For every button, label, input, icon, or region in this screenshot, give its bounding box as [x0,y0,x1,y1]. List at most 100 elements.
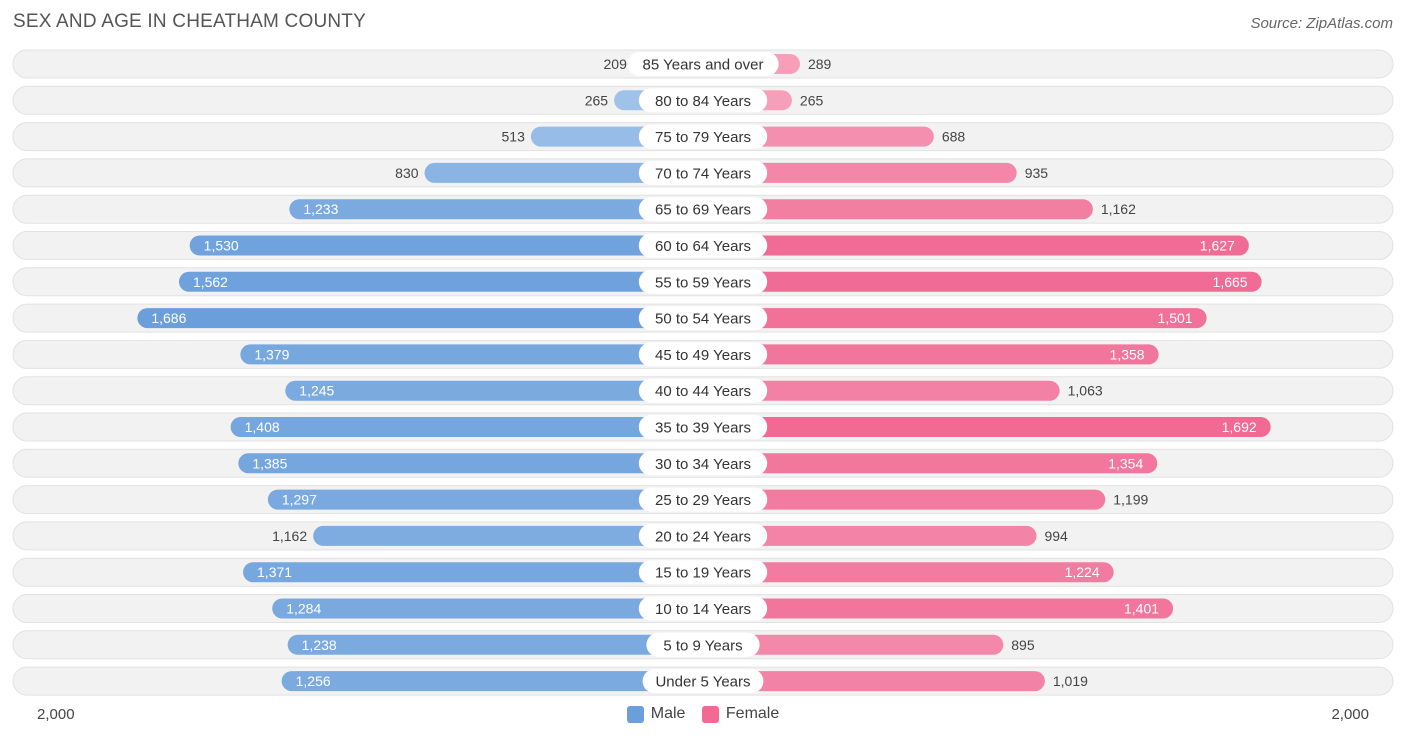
male-value-label: 1,371 [257,564,292,580]
female-bar [693,199,1093,220]
category-pill [638,269,768,294]
male-bar [281,671,713,692]
female-bar [693,344,1159,365]
axis-label-right: 2,000 [1331,706,1369,723]
male-bar [243,562,714,583]
category-pill [638,451,768,476]
female-value-label: 1,199 [1113,492,1148,508]
female-value-label: 289 [808,56,832,72]
category-label: 45 to 49 Years [655,347,751,364]
male-value-label: 1,162 [272,528,307,544]
category-pill [642,669,764,694]
legend-item-female[interactable]: Female [701,705,780,723]
category-label: 80 to 84 Years [655,93,751,110]
chart-source: Source: ZipAtlas.com [1250,15,1393,32]
female-value-label: 994 [1044,528,1068,544]
male-value-label: 1,245 [299,383,334,399]
male-value-label: 1,256 [296,673,331,689]
axis-label-left: 2,000 [37,706,75,723]
legend-swatch-female [701,705,719,723]
category-label: 5 to 9 Years [663,637,742,654]
female-value-label: 1,665 [1213,274,1248,290]
male-value-label: 1,562 [193,274,228,290]
female-bar [693,308,1207,329]
male-value-label: 1,284 [286,601,321,617]
legend-label-female: Female [725,705,780,722]
female-value-label: 1,692 [1222,419,1257,435]
category-pill [646,632,760,657]
category-label: 30 to 34 Years [655,456,751,473]
male-bar [178,271,714,292]
category-label: 60 to 64 Years [655,238,751,255]
male-value-label: 265 [585,92,609,108]
female-bar [693,525,1037,546]
female-value-label: 1,354 [1108,455,1143,471]
male-value-label: 830 [395,165,419,181]
female-value-label: 265 [800,92,824,108]
legend-label-male: Male [650,705,686,722]
category-label: 55 to 59 Years [655,274,751,291]
female-bar [693,417,1271,437]
female-bar [693,671,1045,692]
male-bar [137,308,714,329]
category-label: 15 to 19 Years [655,565,751,582]
female-bar [693,453,1158,474]
category-pill [627,52,779,76]
category-label: 20 to 24 Years [655,528,751,545]
female-bar [693,162,1017,183]
female-value-label: 1,224 [1065,564,1100,580]
male-value-label: 1,408 [245,419,280,435]
category-label: 10 to 14 Years [655,601,751,618]
category-pill [638,88,768,113]
category-label: 35 to 39 Years [655,420,751,437]
category-label: 50 to 54 Years [655,311,751,328]
male-value-label: 1,379 [254,346,289,362]
category-pill [638,233,768,258]
legend-swatch-male [626,705,644,723]
male-bar [287,634,713,655]
female-value-label: 688 [942,129,966,145]
male-bar [230,417,713,437]
male-bar [238,453,713,474]
male-value-label: 209 [604,56,628,72]
category-pill [638,124,768,149]
category-label: 65 to 69 Years [655,202,751,219]
female-bar [693,380,1060,401]
category-label: 25 to 29 Years [655,492,751,509]
category-pill [638,487,768,512]
category-pill [638,523,768,548]
male-value-label: 1,530 [204,238,239,254]
female-bar [693,562,1114,583]
female-value-label: 1,019 [1053,673,1088,689]
male-value-label: 1,297 [282,492,317,508]
category-label: Under 5 Years [655,674,750,691]
category-pill [638,378,768,403]
male-bar [272,598,713,619]
female-bar [693,634,1004,655]
female-value-label: 895 [1011,637,1035,653]
category-pill [638,415,768,439]
category-pill [638,197,768,222]
male-value-label: 1,385 [252,455,287,471]
category-pill [638,560,768,585]
category-label: 75 to 79 Years [655,129,751,146]
male-value-label: 1,686 [151,310,186,326]
female-bar [693,271,1262,292]
female-value-label: 1,401 [1124,601,1159,617]
legend-item-male[interactable]: Male [626,705,686,723]
female-value-label: 1,358 [1110,346,1145,362]
female-bar [693,235,1249,256]
category-pill [638,596,768,621]
legend: Male Female [0,705,1406,728]
female-bar [693,489,1106,510]
male-value-label: 1,238 [302,637,337,653]
male-bar [267,489,713,510]
male-bar [189,235,713,256]
category-pill [638,306,768,331]
category-label: 40 to 44 Years [655,383,751,400]
male-bar [285,380,713,401]
female-value-label: 1,501 [1158,310,1193,326]
female-value-label: 935 [1025,165,1049,181]
male-value-label: 1,233 [303,201,338,217]
female-value-label: 1,162 [1101,201,1136,217]
